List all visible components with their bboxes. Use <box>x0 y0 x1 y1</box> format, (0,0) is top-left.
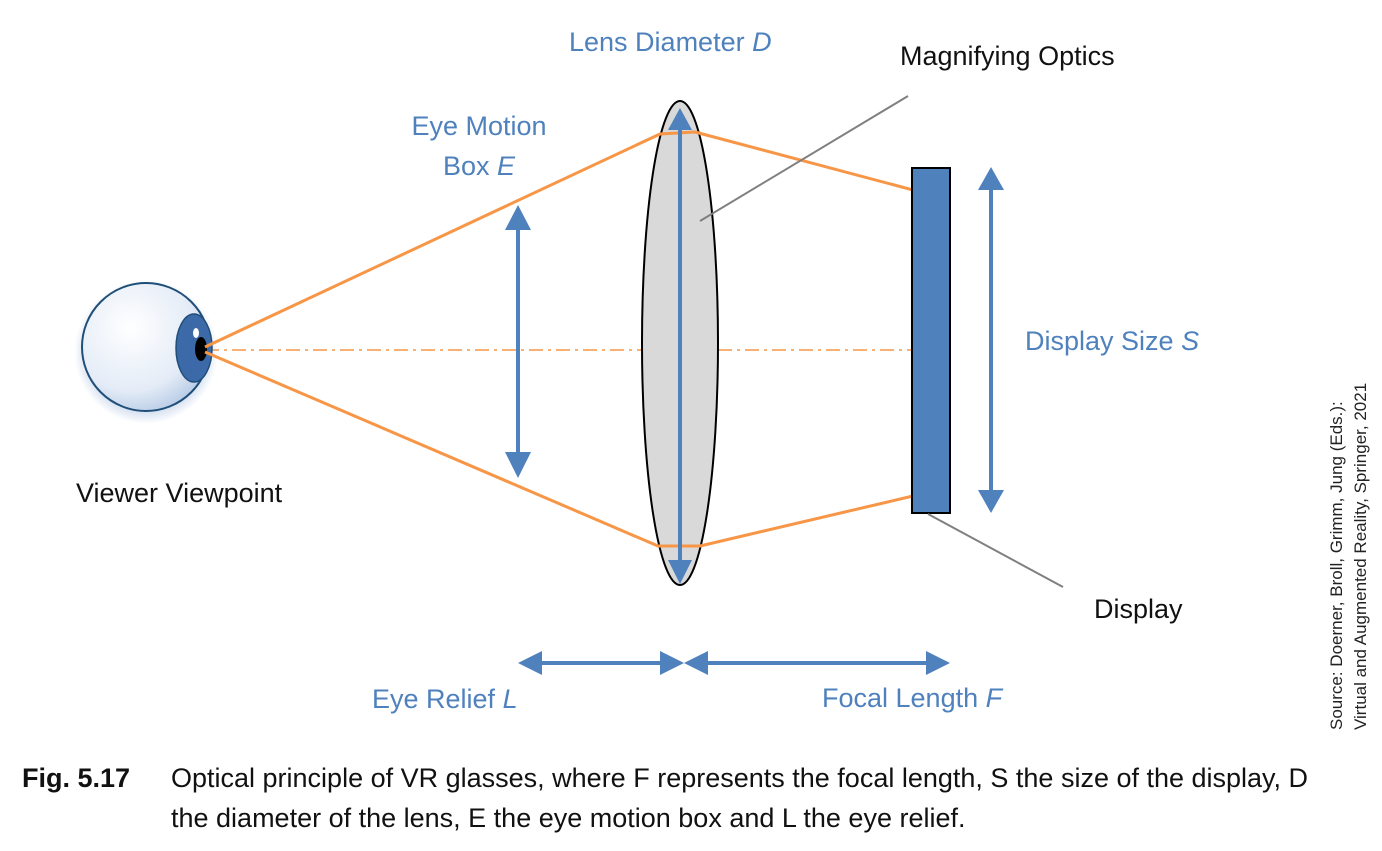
figure-number: Fig. 5.17 <box>22 763 131 793</box>
lens-diameter-label: Lens Diameter D <box>569 27 772 57</box>
display-size-label: Display Size S <box>1025 326 1199 356</box>
light-rays <box>204 130 914 548</box>
source-note-line2: Virtual and Augmented Reality, Springer,… <box>1351 383 1370 730</box>
source-note-line1: Source: Doerner, Broll, Grimm, Jung (Eds… <box>1327 401 1346 730</box>
magnifying-optics-label: Magnifying Optics <box>900 41 1115 71</box>
display-label: Display <box>1094 594 1183 624</box>
caption-text: Optical principle of VR glasses, where F… <box>171 763 1309 833</box>
eye-relief-label: Eye Relief L <box>372 684 518 714</box>
display-panel <box>911 167 951 514</box>
figure-caption: Fig. 5.17 Optical principle of VR glasse… <box>22 758 1342 838</box>
viewer-viewpoint-label: Viewer Viewpoint <box>76 478 283 508</box>
eye-relief-arrow <box>518 651 684 675</box>
display-size-arrow <box>978 167 1004 513</box>
eye-motion-label-line1: Eye Motion <box>411 111 546 141</box>
display-pointer <box>927 513 1064 588</box>
focal-length-label: Focal Length F <box>822 683 1004 713</box>
lens-diameter-arrow <box>668 108 692 584</box>
optics-pointer <box>699 95 909 222</box>
eye-icon <box>74 280 218 424</box>
eye-motion-label-line2: Box E <box>443 151 516 181</box>
optics-diagram: Lens Diameter D Magnifying Optics Eye Mo… <box>74 27 1370 730</box>
focal-length-arrow <box>684 651 950 675</box>
eye-motion-box-arrow <box>505 205 531 478</box>
